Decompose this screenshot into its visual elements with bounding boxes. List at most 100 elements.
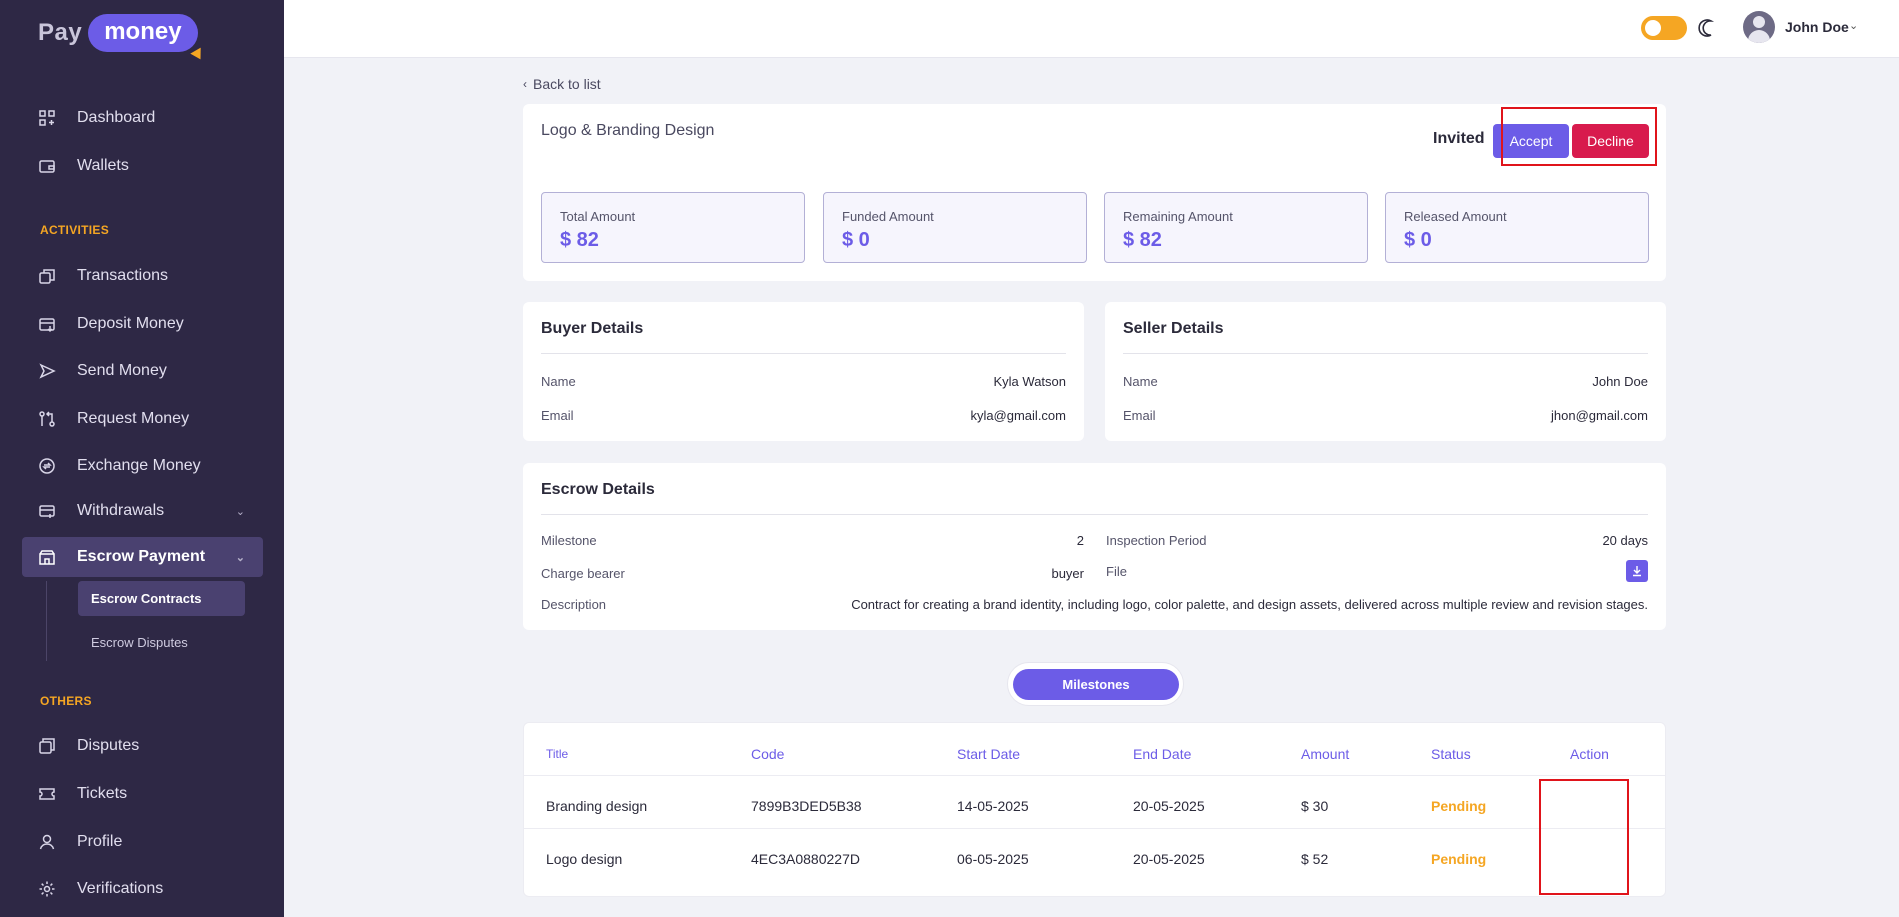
contract-summary-card: Logo & Branding Design Invited Accept De… bbox=[523, 104, 1666, 281]
logo-pay: Pay bbox=[38, 19, 83, 46]
profile-icon bbox=[38, 833, 56, 851]
buyer-details-card: Buyer Details Name Kyla Watson Email kyl… bbox=[523, 302, 1084, 441]
deposit-icon bbox=[38, 315, 56, 333]
stat-total-amount: Total Amount $ 82 bbox=[541, 192, 805, 263]
label: Email bbox=[1123, 408, 1156, 423]
sidebar-item-escrow-payment[interactable]: Escrow Payment ⌄ bbox=[22, 537, 263, 577]
sidebar-item-wallets[interactable]: Wallets bbox=[22, 146, 263, 186]
seller-details-title: Seller Details bbox=[1123, 320, 1224, 337]
seller-details-card: Seller Details Name John Doe Email jhon@… bbox=[1105, 302, 1666, 441]
back-to-list-link[interactable]: ‹ Back to list bbox=[523, 76, 601, 92]
theme-toggle[interactable] bbox=[1641, 16, 1687, 40]
download-icon bbox=[1633, 566, 1641, 577]
stat-label: Total Amount bbox=[560, 209, 636, 224]
sidebar-item-deposit[interactable]: Deposit Money bbox=[22, 304, 263, 344]
cell-title: Branding design bbox=[546, 798, 648, 814]
withdrawal-icon bbox=[38, 502, 56, 520]
status-badge: Pending bbox=[1431, 851, 1487, 867]
back-label: Back to list bbox=[533, 76, 601, 92]
cell-end-date: 20-05-2025 bbox=[1133, 798, 1205, 814]
divider bbox=[541, 353, 1066, 354]
section-activities: ACTIVITIES bbox=[40, 223, 110, 237]
sidebar-item-label: Profile bbox=[77, 833, 123, 850]
sidebar-item-label: Wallets bbox=[77, 157, 129, 174]
topbar: John Doe ⌄ bbox=[284, 0, 1899, 58]
label: Charge bearer bbox=[541, 566, 625, 581]
sidebar-item-transactions[interactable]: Transactions bbox=[22, 256, 263, 296]
transactions-icon bbox=[38, 267, 56, 285]
gear-icon bbox=[38, 880, 56, 898]
accept-button[interactable]: Accept bbox=[1493, 124, 1569, 158]
logo[interactable]: Pay money bbox=[38, 14, 206, 63]
sidebar-item-label: Disputes bbox=[77, 737, 140, 754]
charge-bearer-row: Charge bearer buyer bbox=[541, 566, 1084, 581]
sidebar-item-label: Deposit Money bbox=[77, 315, 184, 332]
sidebar-item-send[interactable]: Send Money bbox=[22, 351, 263, 391]
sidebar-item-label: Request Money bbox=[77, 410, 190, 427]
cell-amount: $ 52 bbox=[1301, 851, 1329, 867]
stat-released-amount: Released Amount $ 0 bbox=[1385, 192, 1649, 263]
avatar[interactable] bbox=[1743, 11, 1775, 43]
escrow-icon bbox=[38, 548, 56, 566]
escrow-details-card: Escrow Details Milestone 2 Inspection Pe… bbox=[523, 463, 1666, 630]
sidebar-item-request[interactable]: Request Money bbox=[22, 399, 263, 439]
label: Name bbox=[541, 374, 576, 389]
column-header: End Date bbox=[1133, 746, 1192, 762]
sidebar-item-label: Verifications bbox=[77, 880, 164, 897]
chevron-down-icon: ⌄ bbox=[235, 551, 245, 564]
stat-funded-amount: Funded Amount $ 0 bbox=[823, 192, 1087, 263]
milestones-table: Title Code Start Date End Date Amount St… bbox=[523, 722, 1666, 897]
milestone-row: Milestone 2 bbox=[541, 533, 1084, 548]
cell-start-date: 14-05-2025 bbox=[957, 798, 1029, 814]
chevron-left-icon: ‹ bbox=[523, 77, 527, 91]
buyer-name-row: Name Kyla Watson bbox=[541, 374, 1066, 389]
cursor-icon bbox=[189, 47, 206, 63]
column-header: Code bbox=[751, 746, 785, 762]
download-button[interactable] bbox=[1626, 560, 1648, 582]
charge-bearer: buyer bbox=[1051, 566, 1084, 581]
buyer-email: kyla@gmail.com bbox=[970, 408, 1066, 423]
cell-end-date: 20-05-2025 bbox=[1133, 851, 1205, 867]
decline-button[interactable]: Decline bbox=[1572, 124, 1649, 158]
sidebar-item-profile[interactable]: Profile bbox=[22, 822, 263, 862]
sidebar-item-dashboard[interactable]: Dashboard bbox=[22, 98, 263, 138]
stat-remaining-amount: Remaining Amount $ 82 bbox=[1104, 192, 1368, 263]
description-row: Description Contract for creating a bran… bbox=[541, 597, 1648, 612]
submenu-line bbox=[46, 581, 47, 661]
sub-item-escrow-contracts[interactable]: Escrow Contracts bbox=[78, 581, 245, 616]
sub-item-escrow-disputes[interactable]: Escrow Disputes bbox=[91, 635, 188, 650]
wallet-icon bbox=[38, 157, 56, 175]
sidebar-item-label: Exchange Money bbox=[77, 457, 201, 474]
sidebar-item-withdrawals[interactable]: Withdrawals ⌄ bbox=[22, 491, 263, 531]
label: Inspection Period bbox=[1106, 533, 1207, 548]
milestone-count: 2 bbox=[1076, 533, 1084, 548]
sidebar-item-label: Transactions bbox=[77, 267, 168, 284]
user-name[interactable]: John Doe bbox=[1785, 19, 1849, 35]
tab-milestones[interactable]: Milestones bbox=[1013, 669, 1179, 700]
seller-name-row: Name John Doe bbox=[1123, 374, 1648, 389]
buyer-details-title: Buyer Details bbox=[541, 320, 644, 337]
sidebar-item-disputes[interactable]: Disputes bbox=[22, 726, 263, 766]
divider bbox=[1123, 353, 1648, 354]
escrow-details-title: Escrow Details bbox=[541, 481, 655, 498]
logo-money: money bbox=[88, 14, 206, 63]
seller-name: John Doe bbox=[1592, 374, 1648, 389]
cell-start-date: 06-05-2025 bbox=[957, 851, 1029, 867]
request-icon bbox=[38, 410, 56, 428]
milestones-tab-wrap: Milestones bbox=[1007, 662, 1184, 706]
chevron-down-icon: ⌄ bbox=[235, 505, 245, 518]
status-badge: Invited bbox=[1433, 130, 1485, 147]
chevron-down-icon[interactable]: ⌄ bbox=[1849, 20, 1859, 32]
sidebar-item-tickets[interactable]: Tickets bbox=[22, 774, 263, 814]
column-header: Amount bbox=[1301, 746, 1350, 762]
ticket-icon bbox=[38, 785, 56, 803]
sidebar-item-verifications[interactable]: Verifications bbox=[22, 869, 263, 909]
stat-value: $ 82 bbox=[1123, 229, 1162, 251]
stat-label: Released Amount bbox=[1404, 209, 1507, 224]
divider bbox=[524, 828, 1665, 829]
dashboard-icon bbox=[38, 109, 56, 127]
label: Milestone bbox=[541, 533, 597, 548]
sidebar-item-exchange[interactable]: Exchange Money bbox=[22, 446, 263, 486]
column-header: Start Date bbox=[957, 746, 1021, 762]
moon-icon[interactable] bbox=[1698, 17, 1718, 39]
